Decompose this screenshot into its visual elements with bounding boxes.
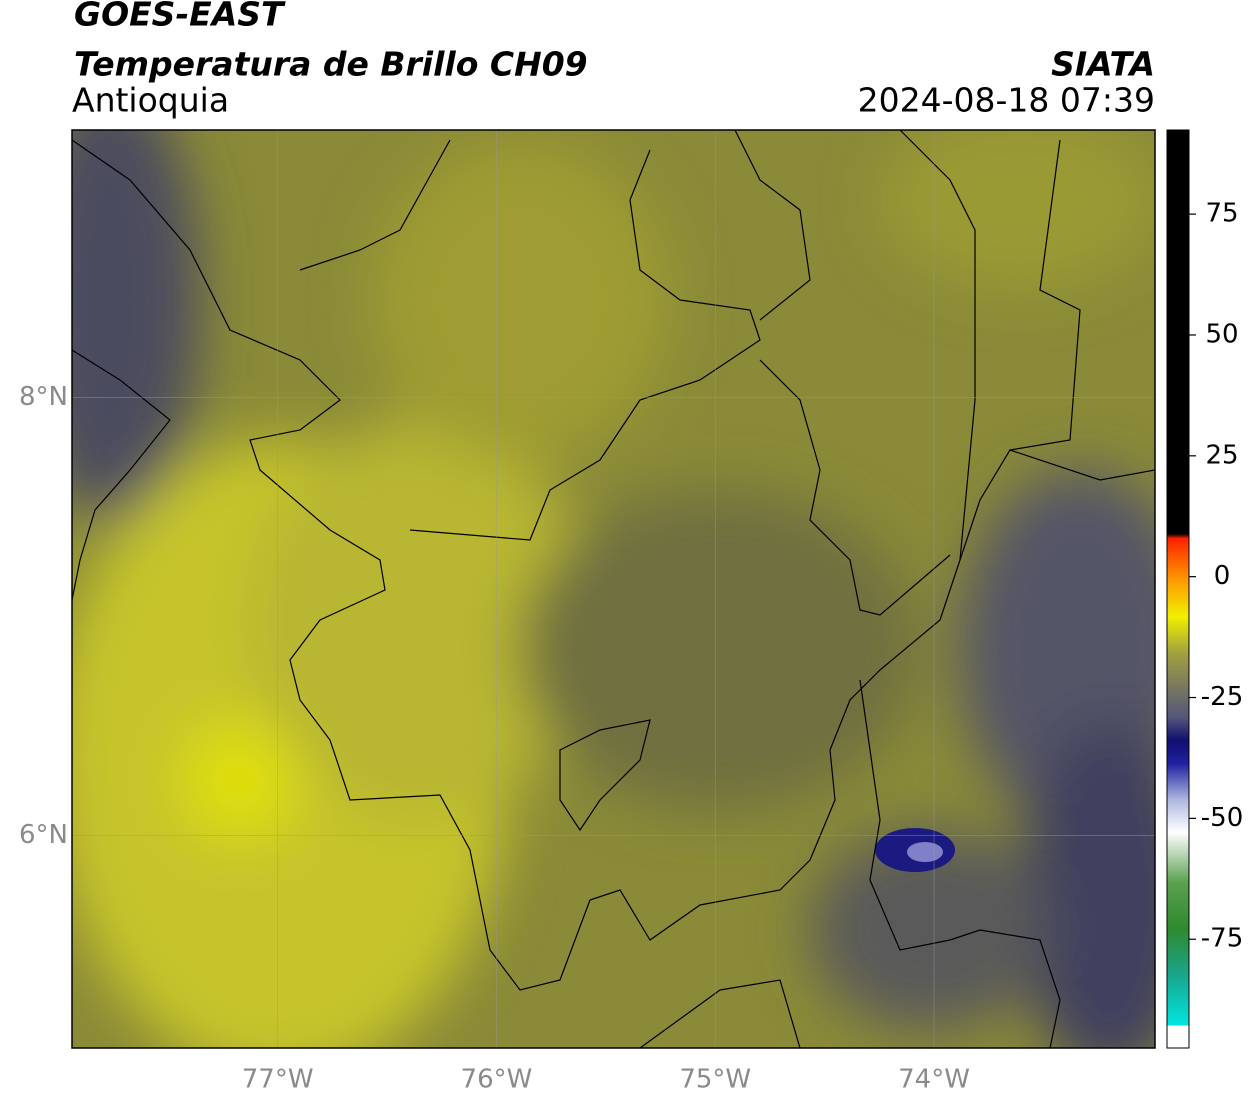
colorbar-tick-label: -75 <box>1201 924 1243 954</box>
graticule <box>72 130 1155 1048</box>
colorbar-tick-label: -50 <box>1201 803 1243 833</box>
colorbar-tick-label: -25 <box>1201 682 1243 712</box>
colorbar <box>1166 129 1190 1049</box>
cold-cloud-core <box>907 842 943 862</box>
datetime: 2024-08-18 07:39 <box>858 81 1155 120</box>
source: SIATA <box>1051 45 1155 84</box>
boundaries <box>72 130 1155 1048</box>
lon-label: 77°W <box>242 1065 314 1095</box>
title: GOES-EAST <box>74 0 286 34</box>
region: Antioquia <box>72 81 229 120</box>
lat-label: 6°N <box>19 820 68 850</box>
subtitle: Temperatura de Brillo CH09 <box>74 45 588 84</box>
map-frame <box>71 129 1156 1049</box>
map-field <box>72 130 1155 1048</box>
colorbar-tick-label: 75 <box>1205 199 1238 229</box>
lat-label: 8°N <box>19 382 68 412</box>
colorbar-tick-label: 0 <box>1214 561 1231 591</box>
colorbar-tick-label: 25 <box>1205 440 1238 470</box>
colorbar-tick-label: 50 <box>1205 319 1238 349</box>
lon-label: 76°W <box>461 1065 533 1095</box>
lon-label: 74°W <box>898 1065 970 1095</box>
lon-label: 75°W <box>679 1065 751 1095</box>
